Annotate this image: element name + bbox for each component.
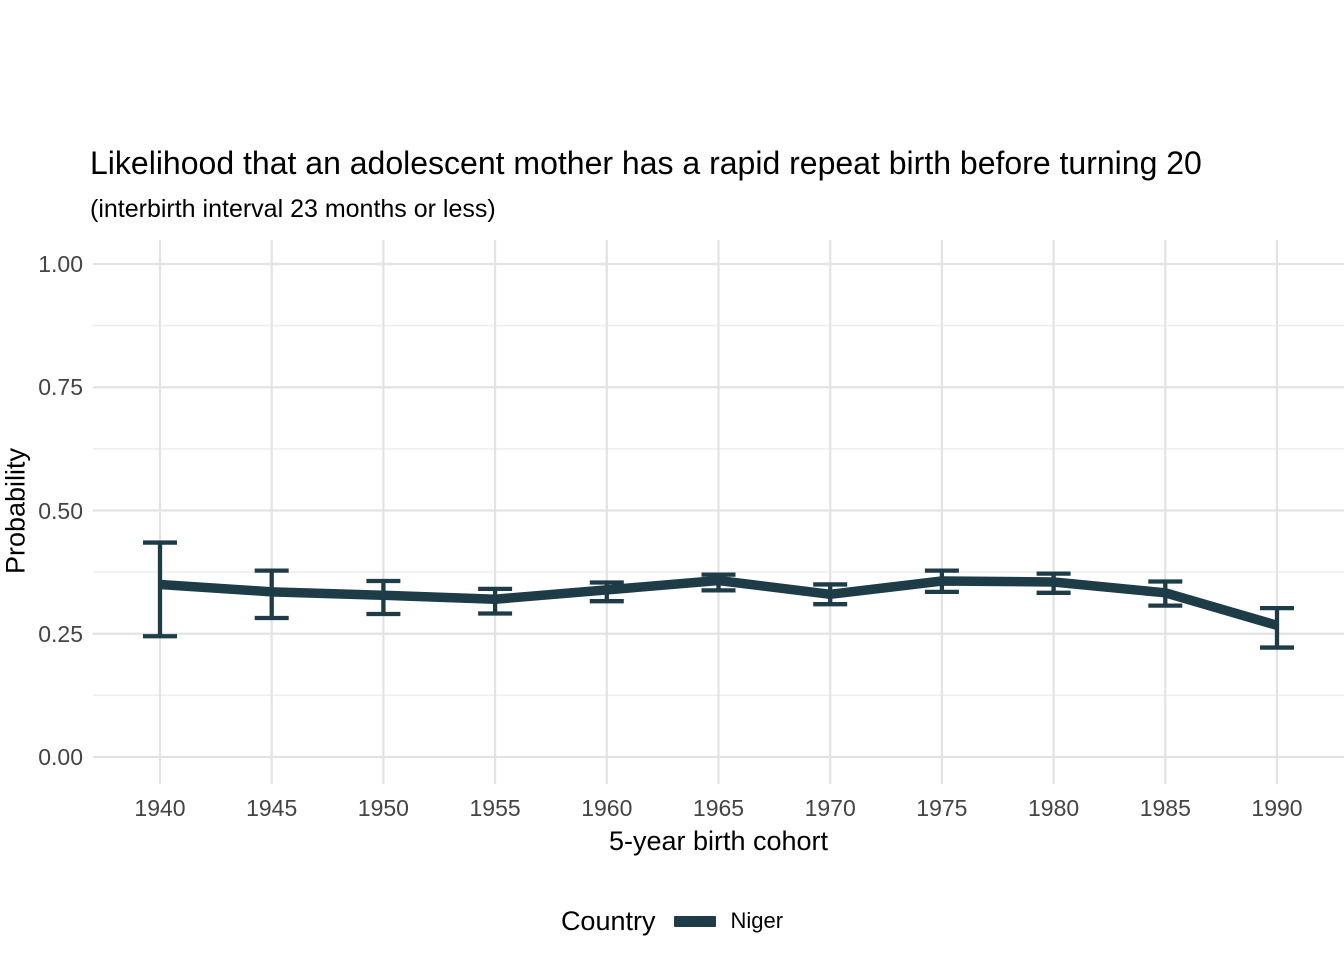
x-tick-label: 1985: [1139, 795, 1191, 821]
series-line-niger: [159, 575, 1279, 630]
legend-line-swatch: [674, 915, 717, 927]
x-tick-label: 1990: [1251, 795, 1303, 821]
x-axis-title: 5-year birth cohort: [608, 826, 829, 856]
legend-title: Country: [560, 905, 656, 936]
y-tick-label: 1.00: [38, 251, 83, 277]
x-tick-label: 1945: [246, 795, 298, 821]
x-tick-label: 1980: [1028, 795, 1080, 821]
x-tick-label: 1940: [134, 795, 186, 821]
legend-series-label: Niger: [730, 908, 784, 933]
y-tick-label: 0.25: [38, 620, 83, 647]
chart-subtitle: (interbirth interval 23 months or less): [90, 195, 496, 223]
y-tick-label: 0.00: [38, 744, 83, 770]
legend: Country Niger: [0, 901, 1344, 941]
x-tick-label: 1960: [581, 795, 633, 821]
x-tick-label: 1955: [469, 795, 521, 821]
x-tick-label: 1975: [916, 795, 968, 821]
x-tick-label: 1965: [692, 795, 745, 821]
x-tick-label: 1970: [804, 795, 856, 821]
x-tick-label: 1950: [357, 795, 409, 821]
y-tick-label: 0.75: [38, 374, 83, 401]
y-tick-label: 0.50: [38, 497, 83, 524]
chart-title: Likelihood that an adolescent mother has…: [90, 145, 1202, 181]
